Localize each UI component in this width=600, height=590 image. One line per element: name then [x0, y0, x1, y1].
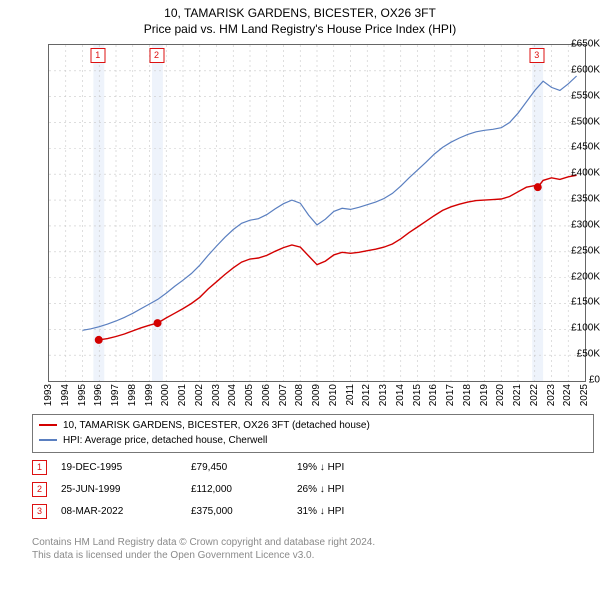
x-tick-label: 1999 — [144, 384, 155, 406]
transaction-price: £79,450 — [191, 462, 297, 473]
x-tick-label: 2000 — [160, 384, 171, 406]
x-tick-label: 2002 — [194, 384, 205, 406]
x-tick-label: 2015 — [412, 384, 423, 406]
transaction-row-1: 1 19-DEC-1995£79,45019% ↓ HPI — [32, 460, 344, 475]
x-tick-label: 2023 — [546, 384, 557, 406]
x-tick-label: 2012 — [361, 384, 372, 406]
x-tick-label: 2022 — [529, 384, 540, 406]
transaction-row-3: 3 08-MAR-2022£375,00031% ↓ HPI — [32, 504, 344, 519]
y-tick-label: £100K — [558, 323, 600, 334]
x-tick-label: 2005 — [244, 384, 255, 406]
x-tick-label: 2008 — [294, 384, 305, 406]
transaction-marker: 2 — [32, 482, 47, 497]
legend-item: 10, TAMARISK GARDENS, BICESTER, OX26 3FT… — [39, 419, 587, 434]
x-tick-label: 1996 — [93, 384, 104, 406]
transaction-delta: 31% ↓ HPI — [297, 506, 344, 517]
y-tick-label: £600K — [558, 64, 600, 75]
x-tick-label: 2019 — [479, 384, 490, 406]
transaction-delta: 19% ↓ HPI — [297, 462, 344, 473]
x-tick-label: 1994 — [60, 384, 71, 406]
title-line-2: Price paid vs. HM Land Registry's House … — [0, 22, 600, 38]
y-tick-label: £250K — [558, 245, 600, 256]
y-tick-label: £350K — [558, 194, 600, 205]
footer-line-1: Contains HM Land Registry data © Crown c… — [32, 536, 375, 549]
sale-marker-2: 2 — [149, 48, 164, 63]
x-tick-label: 2016 — [428, 384, 439, 406]
x-tick-label: 2017 — [445, 384, 456, 406]
x-tick-label: 2001 — [177, 384, 188, 406]
x-tick-label: 2025 — [579, 384, 590, 406]
y-tick-label: £150K — [558, 297, 600, 308]
y-tick-label: £400K — [558, 168, 600, 179]
y-tick-label: £300K — [558, 219, 600, 230]
transaction-date: 19-DEC-1995 — [61, 462, 191, 473]
title-line-1: 10, TAMARISK GARDENS, BICESTER, OX26 3FT — [0, 6, 600, 22]
y-tick-label: £500K — [558, 116, 600, 127]
transaction-marker: 3 — [32, 504, 47, 519]
legend-swatch — [39, 424, 57, 426]
legend-label: HPI: Average price, detached house, Cher… — [63, 435, 267, 446]
x-tick-label: 2020 — [495, 384, 506, 406]
x-tick-label: 1998 — [127, 384, 138, 406]
x-tick-label: 2011 — [345, 384, 356, 406]
transaction-price: £375,000 — [191, 506, 297, 517]
legend-label: 10, TAMARISK GARDENS, BICESTER, OX26 3FT… — [63, 420, 370, 431]
transaction-date: 08-MAR-2022 — [61, 506, 191, 517]
transaction-row-2: 2 25-JUN-1999£112,00026% ↓ HPI — [32, 482, 344, 497]
x-tick-label: 1993 — [43, 384, 54, 406]
y-tick-label: £650K — [558, 39, 600, 50]
footer-line-2: This data is licensed under the Open Gov… — [32, 549, 375, 562]
transaction-marker: 1 — [32, 460, 47, 475]
plot-svg — [49, 45, 585, 381]
plot-area — [48, 44, 586, 382]
x-tick-label: 2013 — [378, 384, 389, 406]
legend-item: HPI: Average price, detached house, Cher… — [39, 434, 587, 449]
footer-attribution: Contains HM Land Registry data © Crown c… — [32, 536, 375, 562]
transaction-delta: 26% ↓ HPI — [297, 484, 344, 495]
y-tick-label: £50K — [558, 349, 600, 360]
x-tick-label: 2014 — [395, 384, 406, 406]
x-tick-label: 1995 — [77, 384, 88, 406]
x-tick-label: 2004 — [227, 384, 238, 406]
chart-container: { "title_line1": "10, TAMARISK GARDENS, … — [0, 0, 600, 590]
x-tick-label: 2006 — [261, 384, 272, 406]
x-tick-label: 2018 — [462, 384, 473, 406]
transaction-price: £112,000 — [191, 484, 297, 495]
x-tick-label: 1997 — [110, 384, 121, 406]
x-tick-label: 2007 — [278, 384, 289, 406]
legend: 10, TAMARISK GARDENS, BICESTER, OX26 3FT… — [32, 414, 594, 453]
y-tick-label: £450K — [558, 142, 600, 153]
chart-titles: 10, TAMARISK GARDENS, BICESTER, OX26 3FT… — [0, 0, 600, 37]
x-tick-label: 2021 — [512, 384, 523, 406]
sale-marker-3: 3 — [529, 48, 544, 63]
legend-swatch — [39, 439, 57, 441]
y-tick-label: £550K — [558, 90, 600, 101]
x-tick-label: 2009 — [311, 384, 322, 406]
x-tick-label: 2024 — [562, 384, 573, 406]
y-tick-label: £200K — [558, 271, 600, 282]
x-tick-label: 2003 — [211, 384, 222, 406]
sale-marker-1: 1 — [90, 48, 105, 63]
transaction-date: 25-JUN-1999 — [61, 484, 191, 495]
x-tick-label: 2010 — [328, 384, 339, 406]
